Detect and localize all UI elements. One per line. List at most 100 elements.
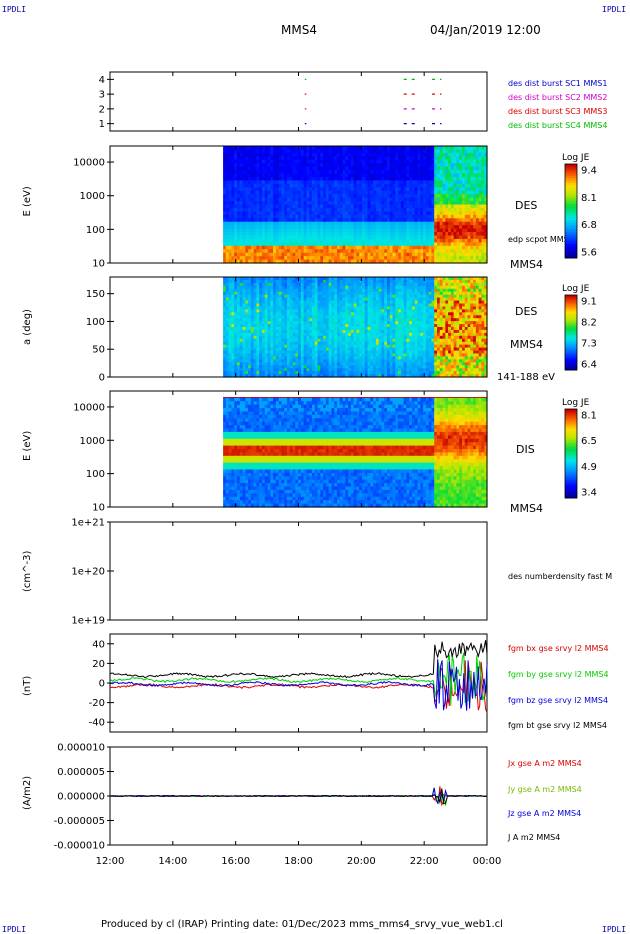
des-energy-cell bbox=[417, 242, 421, 247]
des-pitch-cell bbox=[286, 318, 291, 322]
des-energy-cell bbox=[295, 207, 299, 212]
des-pitch-cell bbox=[345, 365, 349, 369]
des-energy-cell bbox=[314, 252, 319, 257]
des-energy-cell bbox=[289, 218, 294, 223]
des-energy-cell bbox=[303, 228, 308, 233]
des-energy-cell bbox=[289, 211, 294, 216]
des-energy-cell bbox=[395, 152, 399, 157]
des-energy-cell bbox=[342, 180, 346, 185]
des-energy-cell bbox=[398, 180, 402, 185]
des-energy-cell bbox=[345, 214, 349, 219]
des-energy-cell bbox=[331, 204, 335, 209]
des-energy-cell bbox=[470, 232, 474, 237]
des-energy-cell bbox=[406, 228, 410, 233]
des-pitch-cell bbox=[267, 288, 271, 293]
des-energy-cell bbox=[320, 197, 324, 202]
des-energy-cell bbox=[275, 170, 280, 175]
des-energy-cell bbox=[345, 180, 349, 185]
des-pitch-cell bbox=[264, 353, 269, 358]
des-pitch-cell bbox=[334, 300, 338, 305]
des-energy-cell bbox=[228, 190, 233, 195]
des-energy-cell bbox=[278, 183, 283, 188]
des-pitch-cell bbox=[334, 353, 338, 358]
des-pitch-cell bbox=[298, 306, 302, 310]
des-pitch-cell bbox=[303, 374, 308, 378]
des-energy-cell bbox=[400, 166, 405, 171]
des-energy-cell bbox=[428, 173, 433, 178]
des-energy-cell bbox=[295, 259, 299, 264]
des-energy-cell bbox=[234, 207, 238, 212]
des-energy-cell bbox=[345, 218, 349, 223]
des-energy-cell bbox=[459, 211, 463, 216]
des-energy-cell bbox=[434, 183, 438, 188]
des-energy-cell bbox=[398, 173, 402, 178]
des-pitch-cell bbox=[342, 374, 346, 378]
des-energy-cell bbox=[450, 245, 455, 250]
des-pitch-cell bbox=[328, 350, 333, 355]
des-pitch-cell bbox=[336, 368, 341, 372]
des-energy-cell bbox=[250, 238, 255, 243]
des-pitch-cell bbox=[223, 332, 227, 337]
des-energy-cell bbox=[256, 149, 260, 154]
des-energy-cell bbox=[381, 252, 385, 257]
des-pitch-cell bbox=[311, 371, 316, 375]
des-energy-cell bbox=[345, 197, 349, 202]
des-energy-cell bbox=[225, 170, 230, 175]
des-energy-cell bbox=[267, 197, 271, 202]
des-pitch-cell bbox=[267, 291, 271, 296]
des-energy-cell bbox=[248, 149, 252, 154]
des-pitch-cell bbox=[284, 324, 288, 328]
des-energy-cell bbox=[328, 156, 333, 161]
des-energy-cell bbox=[331, 194, 335, 199]
des-pitch-cell bbox=[292, 344, 296, 349]
des-energy-cell bbox=[239, 190, 244, 195]
des-pitch-cell bbox=[295, 374, 299, 378]
des-energy-cell bbox=[445, 259, 449, 264]
des-pitch-cell bbox=[281, 332, 285, 337]
des-energy-cell bbox=[406, 232, 410, 237]
des-energy-cell bbox=[403, 259, 408, 264]
des-energy-cell bbox=[300, 249, 305, 254]
des-energy-cell bbox=[239, 242, 244, 247]
des-pitch-cell bbox=[248, 368, 252, 372]
des-pitch-cell bbox=[234, 359, 238, 363]
des-energy-cell bbox=[250, 152, 255, 157]
des-energy-cell bbox=[378, 180, 383, 185]
des-energy-cell bbox=[236, 194, 241, 199]
des-energy-cell bbox=[400, 218, 405, 223]
des-energy-cell bbox=[239, 259, 244, 264]
des-energy-cell bbox=[470, 252, 474, 257]
des-energy-cell bbox=[361, 201, 366, 206]
des-pitch-cell bbox=[231, 291, 235, 296]
des-pitch-cell bbox=[242, 341, 246, 346]
des-pitch-cell bbox=[281, 291, 285, 296]
des-energy-cell bbox=[339, 235, 344, 240]
des-energy-cell bbox=[484, 242, 488, 247]
des-energy-cell bbox=[409, 194, 413, 199]
des-energy-cell bbox=[475, 218, 480, 223]
des-energy-cell bbox=[375, 256, 380, 261]
des-energy-cell bbox=[284, 256, 288, 261]
des-energy-cell bbox=[284, 211, 288, 216]
des-energy-cell bbox=[484, 183, 488, 188]
des-energy-cell bbox=[387, 214, 391, 219]
des-energy-cell bbox=[420, 156, 424, 161]
des-energy-cell bbox=[289, 170, 294, 175]
des-energy-cell bbox=[292, 152, 296, 157]
des-pitch-cell bbox=[345, 344, 349, 349]
des-energy-cell bbox=[350, 159, 355, 164]
des-energy-cell bbox=[273, 176, 277, 182]
des-energy-cell bbox=[462, 249, 466, 254]
des-energy-cell bbox=[317, 256, 321, 261]
des-pitch-cell bbox=[298, 288, 302, 293]
des-energy-cell bbox=[261, 214, 266, 219]
des-energy-cell bbox=[428, 166, 433, 171]
des-energy-cell bbox=[300, 242, 305, 247]
des-pitch-cell bbox=[295, 288, 299, 293]
des-energy-cell bbox=[223, 204, 227, 209]
des-pitch-cell bbox=[270, 324, 274, 328]
des-pitch-cell bbox=[289, 285, 294, 290]
des-energy-cell bbox=[473, 211, 477, 216]
des-energy-cell bbox=[381, 204, 385, 209]
des-pitch-cell bbox=[275, 374, 280, 378]
